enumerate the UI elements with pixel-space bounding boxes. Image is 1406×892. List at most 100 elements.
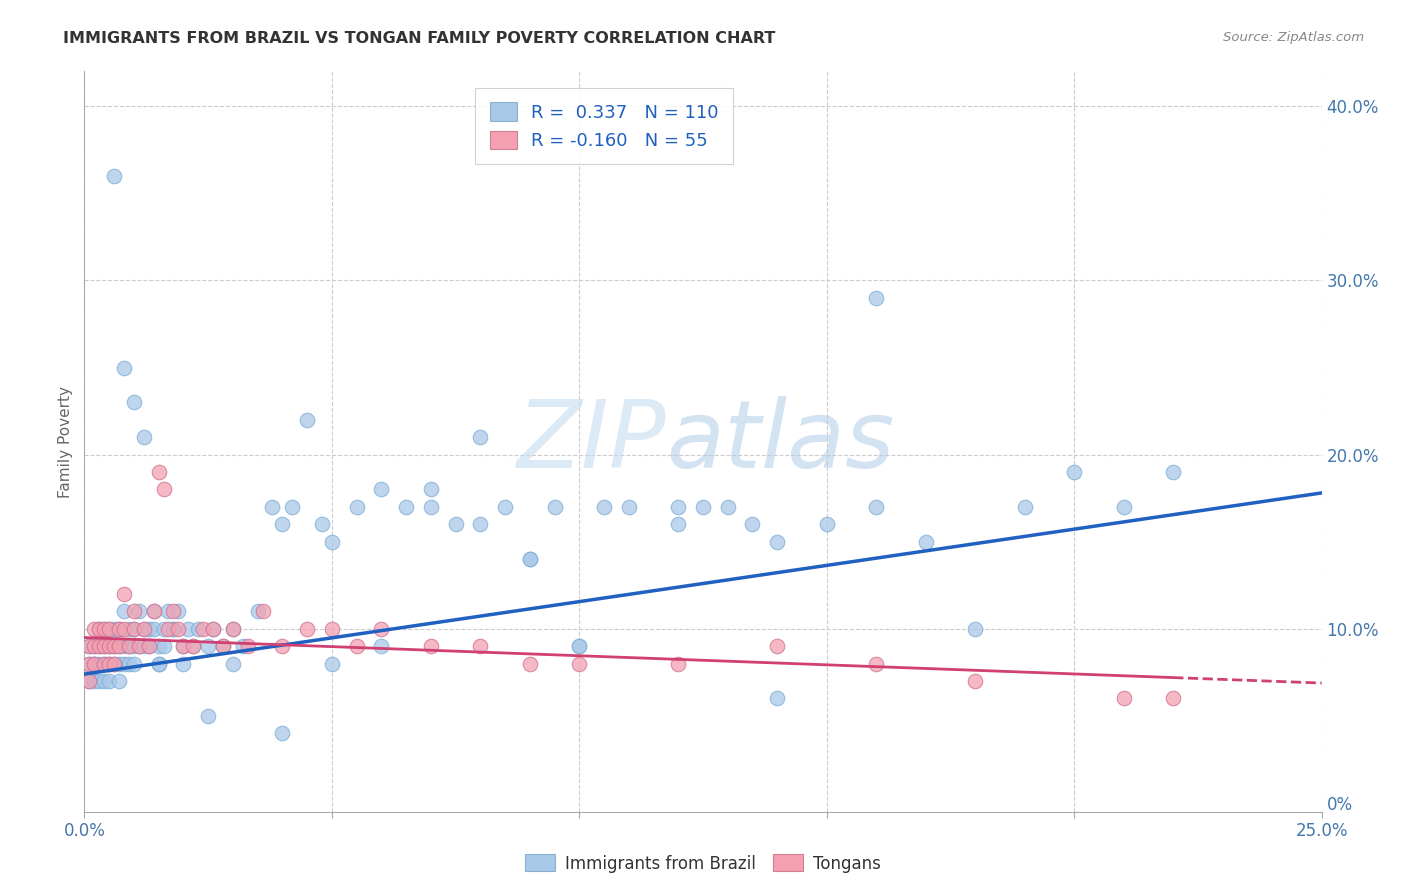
Point bbox=[89, 639, 111, 653]
Point bbox=[98, 657, 121, 671]
Point bbox=[666, 657, 689, 671]
Point bbox=[132, 622, 155, 636]
Point bbox=[197, 709, 219, 723]
Point bbox=[766, 691, 789, 706]
Point bbox=[83, 674, 105, 689]
Point bbox=[321, 657, 343, 671]
Point bbox=[494, 500, 516, 514]
Point bbox=[108, 639, 131, 653]
Point bbox=[741, 517, 763, 532]
Point bbox=[93, 639, 115, 653]
Point bbox=[543, 500, 565, 514]
Legend: R =  0.337   N = 110, R = -0.160   N = 55: R = 0.337 N = 110, R = -0.160 N = 55 bbox=[475, 87, 733, 164]
Point bbox=[162, 622, 184, 636]
Point bbox=[470, 639, 492, 653]
Point bbox=[162, 604, 184, 618]
Point bbox=[965, 622, 987, 636]
Point bbox=[1112, 500, 1135, 514]
Point bbox=[98, 639, 121, 653]
Point bbox=[666, 517, 689, 532]
Point bbox=[187, 622, 209, 636]
Point bbox=[89, 674, 111, 689]
Point bbox=[79, 639, 101, 653]
Point bbox=[262, 500, 284, 514]
Point bbox=[148, 657, 170, 671]
Point bbox=[152, 622, 174, 636]
Point bbox=[177, 622, 200, 636]
Point bbox=[112, 639, 135, 653]
Point bbox=[212, 639, 235, 653]
Point bbox=[568, 657, 591, 671]
Point bbox=[692, 500, 714, 514]
Text: IMMIGRANTS FROM BRAZIL VS TONGAN FAMILY POVERTY CORRELATION CHART: IMMIGRANTS FROM BRAZIL VS TONGAN FAMILY … bbox=[63, 31, 776, 46]
Point bbox=[103, 657, 125, 671]
Point bbox=[181, 639, 204, 653]
Point bbox=[419, 483, 441, 497]
Point bbox=[142, 604, 165, 618]
Point bbox=[295, 413, 318, 427]
Point bbox=[118, 639, 141, 653]
Point bbox=[128, 639, 150, 653]
Point bbox=[89, 657, 111, 671]
Point bbox=[172, 639, 194, 653]
Point bbox=[83, 657, 105, 671]
Point bbox=[118, 639, 141, 653]
Point bbox=[246, 604, 269, 618]
Point bbox=[222, 622, 245, 636]
Point bbox=[89, 639, 111, 653]
Point bbox=[118, 657, 141, 671]
Point bbox=[395, 500, 418, 514]
Point bbox=[865, 291, 887, 305]
Point bbox=[142, 604, 165, 618]
Point bbox=[172, 657, 194, 671]
Point bbox=[108, 622, 131, 636]
Point bbox=[98, 622, 121, 636]
Text: Source: ZipAtlas.com: Source: ZipAtlas.com bbox=[1223, 31, 1364, 45]
Point bbox=[122, 604, 145, 618]
Point bbox=[181, 639, 204, 653]
Point bbox=[157, 604, 180, 618]
Point bbox=[965, 674, 987, 689]
Point bbox=[815, 517, 838, 532]
Point bbox=[617, 500, 640, 514]
Point bbox=[519, 657, 541, 671]
Point bbox=[152, 483, 174, 497]
Point bbox=[766, 534, 789, 549]
Point bbox=[212, 639, 235, 653]
Point bbox=[83, 639, 105, 653]
Point bbox=[865, 500, 887, 514]
Point bbox=[370, 483, 392, 497]
Point bbox=[98, 622, 121, 636]
Point bbox=[593, 500, 616, 514]
Point bbox=[108, 639, 131, 653]
Point bbox=[419, 639, 441, 653]
Point bbox=[152, 639, 174, 653]
Point bbox=[148, 657, 170, 671]
Point bbox=[103, 639, 125, 653]
Point bbox=[370, 639, 392, 653]
Point bbox=[108, 622, 131, 636]
Point bbox=[167, 622, 190, 636]
Point bbox=[865, 657, 887, 671]
Point bbox=[470, 517, 492, 532]
Point bbox=[89, 622, 111, 636]
Point bbox=[83, 657, 105, 671]
Point bbox=[112, 657, 135, 671]
Point bbox=[222, 657, 245, 671]
Point bbox=[83, 639, 105, 653]
Point bbox=[83, 622, 105, 636]
Point bbox=[148, 465, 170, 479]
Point bbox=[122, 639, 145, 653]
Point bbox=[232, 639, 254, 653]
Point bbox=[108, 657, 131, 671]
Point bbox=[79, 674, 101, 689]
Point bbox=[138, 639, 160, 653]
Point bbox=[79, 639, 101, 653]
Point bbox=[346, 639, 368, 653]
Point bbox=[98, 639, 121, 653]
Point bbox=[89, 622, 111, 636]
Point bbox=[138, 622, 160, 636]
Point bbox=[79, 657, 101, 671]
Point bbox=[132, 430, 155, 444]
Point bbox=[93, 622, 115, 636]
